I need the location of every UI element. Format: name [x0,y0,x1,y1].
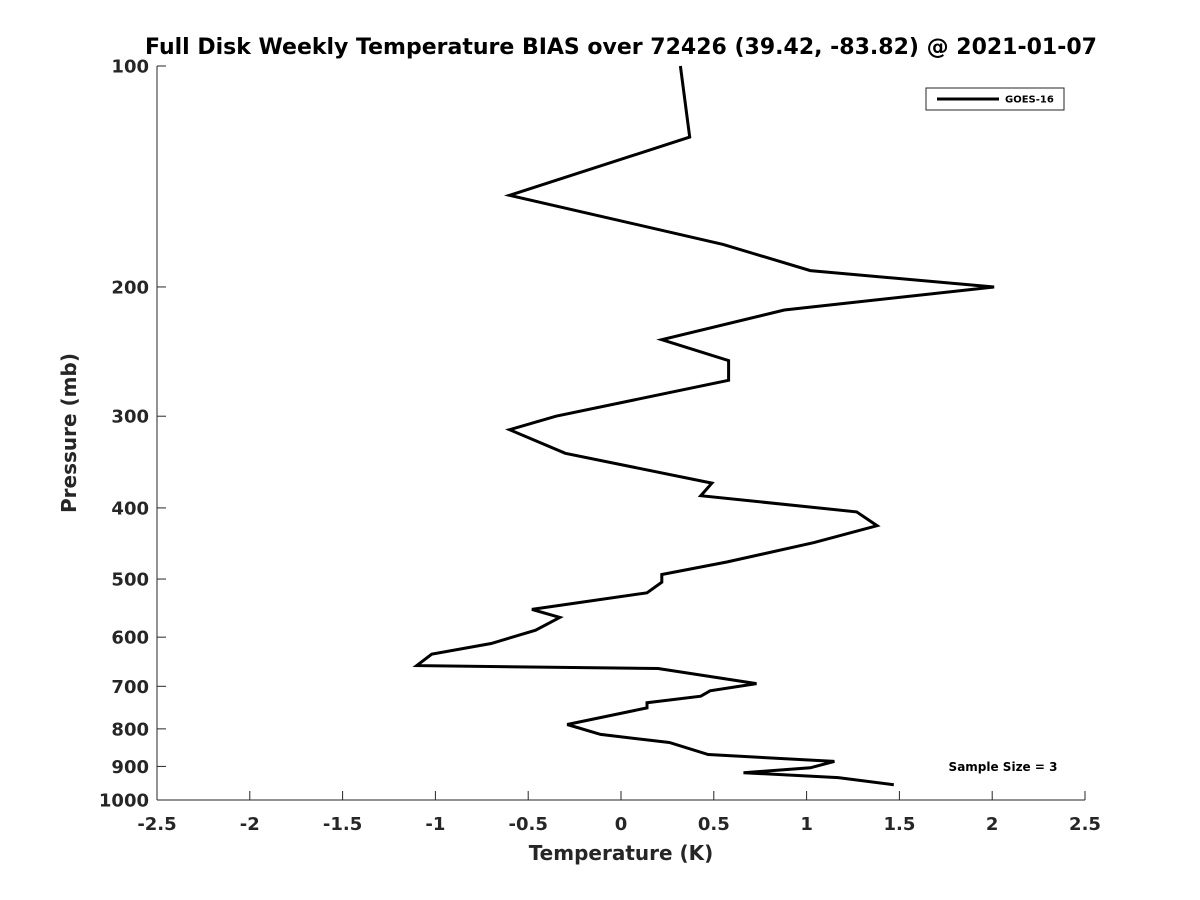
y-tick-label: 1000 [99,791,149,812]
x-tick-label: -2.5 [137,814,176,835]
x-tick-label: 1 [800,814,813,835]
x-tick-label: -2 [240,814,260,835]
sample-size-annotation: Sample Size = 3 [949,760,1058,774]
y-tick-label: 400 [111,498,149,519]
x-tick-label: 2.5 [1069,814,1101,835]
y-tick-label: 800 [111,719,149,740]
x-tick-label: 0 [615,814,628,835]
chart-title: Full Disk Weekly Temperature BIAS over 7… [145,35,1097,60]
y-axis-title: Pressure (mb) [57,353,81,513]
y-tick-label: 200 [111,277,149,298]
x-tick-label: -1.5 [323,814,362,835]
legend: GOES-16 [925,87,1065,111]
y-tick-label: 600 [111,628,149,649]
x-tick-label: 1.5 [883,814,915,835]
x-tick-label: -0.5 [509,814,548,835]
series-line-goes-16 [412,65,995,787]
x-tick-label: 2 [986,814,999,835]
y-tick-label: 700 [111,677,149,698]
y-tick-label: 900 [111,757,149,778]
series-layer [412,65,995,787]
y-tick-label: 300 [111,407,149,428]
x-axis-title: Temperature (K) [529,841,714,865]
x-tick-label: -1 [425,814,445,835]
axes: -2.5 -2 -1.5 -1 -0.5 0 0.5 1 1.5 2 2.5 100 200 300 400… [99,57,1101,836]
x-tick-label: 0.5 [698,814,730,835]
y-tick-label: 100 [111,57,149,78]
legend-label: GOES-16 [1005,95,1054,106]
y-tick-label: 500 [111,570,149,591]
